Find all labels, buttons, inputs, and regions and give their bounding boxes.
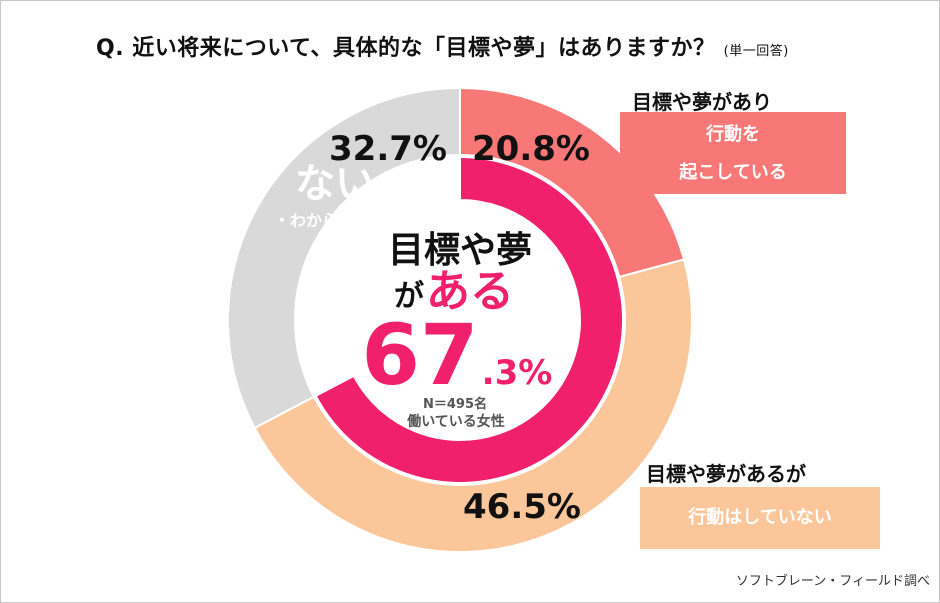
question-text: Q. 近い将来について、具体的な「目標や夢」はありますか？	[96, 36, 716, 61]
none-label-main: ない	[295, 161, 375, 207]
outer-ring-slice-2	[227, 86, 461, 430]
center-line1: 目標や夢	[388, 230, 532, 271]
inner-ring-slice-0	[314, 155, 624, 484]
callout-not-acting-box: 行動はしていない	[640, 487, 880, 549]
callout-acting-line1: 行動を	[706, 124, 760, 145]
outer-ring	[227, 86, 693, 553]
chart-title: Q. 近い将来について、具体的な「目標や夢」はありますか？ (単一回答)	[96, 30, 789, 62]
center-aru: ある	[426, 266, 514, 317]
callout-not-acting-head: 目標や夢があるが	[646, 462, 806, 486]
source-credit: ソフトブレーン・フィールド調べ	[735, 574, 930, 589]
center-ga: が	[394, 279, 424, 314]
answer-type-note: (単一回答)	[723, 44, 789, 59]
center-sample-size: N＝495名	[423, 396, 487, 412]
value-label-none: 32.7%	[329, 129, 447, 169]
none-label-sub: ・わからない	[274, 211, 370, 230]
inner-ring-slice-1	[296, 155, 461, 398]
callout-acting-head: 目標や夢があり	[632, 90, 772, 114]
outer-ring-slice-1	[253, 258, 693, 553]
callout-not-acting-line1: 行動はしていない	[688, 507, 832, 528]
value-label-not-acting: 46.5%	[463, 487, 581, 527]
value-label-acting: 20.8%	[472, 129, 590, 169]
center-big-number: 67	[362, 306, 479, 404]
inner-ring	[296, 155, 624, 484]
center-decimal: .3%	[482, 353, 553, 393]
center-population: 働いている女性	[406, 413, 505, 430]
callout-acting-box: 行動を 起こしている	[620, 112, 846, 194]
callout-acting-line2: 起こしている	[679, 162, 787, 183]
